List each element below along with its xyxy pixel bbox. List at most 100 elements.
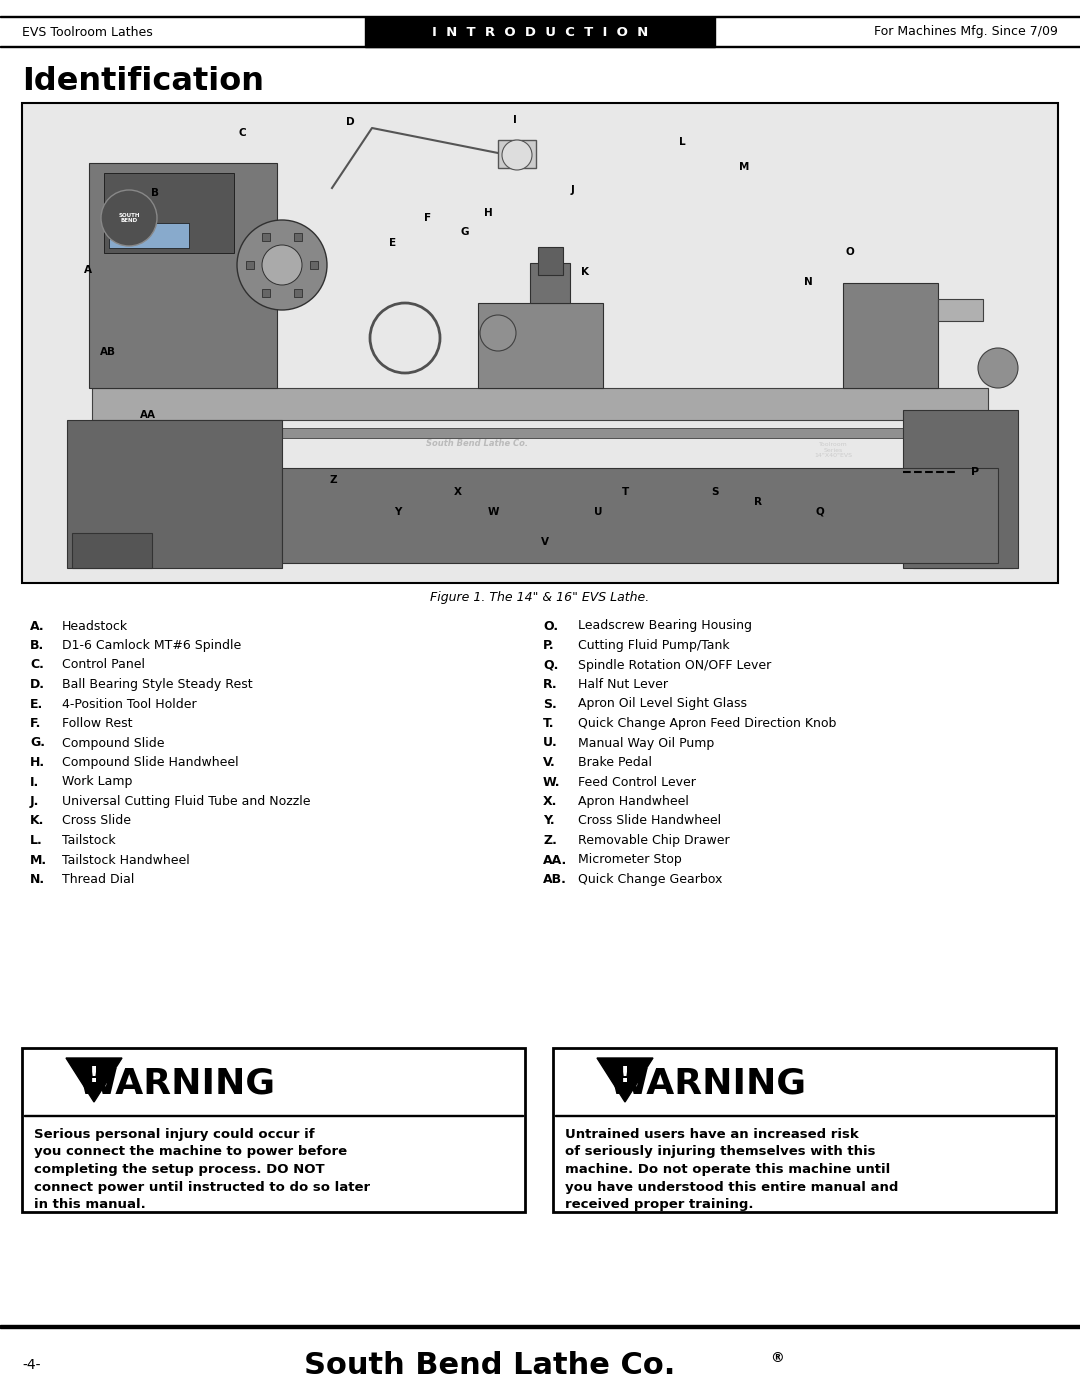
Text: N.: N. (30, 873, 45, 886)
Text: Leadscrew Bearing Housing: Leadscrew Bearing Housing (578, 619, 752, 633)
Bar (294, 289, 302, 296)
Text: Follow Rest: Follow Rest (62, 717, 133, 731)
Text: Apron Oil Level Sight Glass: Apron Oil Level Sight Glass (578, 697, 747, 711)
Text: Toolroom
Series
14"X40"EVS: Toolroom Series 14"X40"EVS (814, 441, 852, 458)
Text: Headstock: Headstock (62, 619, 129, 633)
Text: H: H (484, 208, 492, 218)
Text: V.: V. (543, 756, 556, 768)
Text: L.: L. (30, 834, 43, 847)
Text: Quick Change Gearbox: Quick Change Gearbox (578, 873, 723, 886)
Text: B.: B. (30, 638, 44, 652)
Text: WARNING: WARNING (78, 1066, 276, 1099)
Text: 4-Position Tool Holder: 4-Position Tool Holder (62, 697, 197, 711)
Bar (530, 263, 570, 303)
Polygon shape (597, 1058, 653, 1102)
Text: P.: P. (543, 638, 555, 652)
Text: WARNING: WARNING (609, 1066, 807, 1099)
Text: Z: Z (329, 475, 337, 485)
Text: For Machines Mfg. Since 7/09: For Machines Mfg. Since 7/09 (874, 25, 1058, 39)
Bar (246, 261, 254, 270)
Bar (294, 233, 302, 242)
Text: C.: C. (30, 658, 44, 672)
Text: X: X (454, 488, 462, 497)
Text: T: T (621, 488, 629, 497)
Text: K: K (581, 267, 589, 277)
Text: F.: F. (30, 717, 41, 731)
Circle shape (480, 314, 516, 351)
Text: M.: M. (30, 854, 48, 866)
Bar (939, 299, 983, 321)
Text: I  N  T  R  O  D  U  C  T  I  O  N: I N T R O D U C T I O N (432, 25, 648, 39)
Bar (555, 1115, 1054, 1116)
Text: E: E (390, 237, 396, 249)
Text: M: M (739, 162, 750, 172)
Text: Serious personal injury could occur if
you connect the machine to power before
c: Serious personal injury could occur if y… (33, 1127, 370, 1211)
Text: Q: Q (815, 507, 824, 517)
Bar (89, 163, 276, 388)
Text: AB: AB (100, 346, 116, 358)
Text: Y: Y (394, 507, 402, 517)
Text: E.: E. (30, 697, 43, 711)
Text: Cross Slide Handwheel: Cross Slide Handwheel (578, 814, 721, 827)
Bar (843, 284, 939, 388)
Text: Work Lamp: Work Lamp (62, 775, 133, 788)
Text: EVS Toolroom Lathes: EVS Toolroom Lathes (22, 25, 152, 39)
Text: Cutting Fluid Pump/Tank: Cutting Fluid Pump/Tank (578, 638, 730, 652)
Text: S.: S. (543, 697, 557, 711)
Text: Universal Cutting Fluid Tube and Nozzle: Universal Cutting Fluid Tube and Nozzle (62, 795, 311, 807)
Text: C: C (239, 129, 246, 138)
Text: D: D (346, 117, 354, 127)
Circle shape (978, 348, 1018, 388)
Text: Figure 1. The 14" & 16" EVS Lathe.: Figure 1. The 14" & 16" EVS Lathe. (430, 591, 650, 604)
Circle shape (262, 244, 302, 285)
Text: A.: A. (30, 619, 44, 633)
Text: South Bend Lathe Co.: South Bend Lathe Co. (426, 439, 528, 447)
Text: South Bend Lathe Co.: South Bend Lathe Co. (305, 1351, 676, 1379)
Text: SOUTH
BEND: SOUTH BEND (118, 212, 139, 224)
Bar (104, 173, 234, 253)
Text: U.: U. (543, 736, 557, 750)
Text: ®: ® (770, 1351, 784, 1365)
Text: AA.: AA. (543, 854, 567, 866)
Text: Y.: Y. (543, 814, 555, 827)
Text: N: N (804, 277, 812, 286)
Text: B: B (151, 189, 159, 198)
Bar (365, 17, 715, 47)
Text: H.: H. (30, 756, 45, 768)
Bar (553, 1048, 1056, 1213)
Bar (0, 15, 1080, 17)
Text: R.: R. (543, 678, 557, 692)
Text: Identification: Identification (22, 67, 264, 98)
Text: Cross Slide: Cross Slide (62, 814, 131, 827)
Text: D.: D. (30, 678, 45, 692)
Text: F: F (424, 212, 432, 224)
Bar (0, 46, 1080, 47)
Bar (22, 1048, 525, 1213)
Text: !: ! (620, 1066, 630, 1087)
Bar (67, 420, 282, 569)
Text: Thread Dial: Thread Dial (62, 873, 134, 886)
Text: -4-: -4- (22, 1358, 41, 1372)
Bar (0, 1324, 1080, 1329)
Text: V: V (541, 536, 549, 548)
Text: J: J (570, 184, 573, 196)
Text: W: W (487, 507, 499, 517)
Text: AB.: AB. (543, 873, 567, 886)
Text: J.: J. (30, 795, 39, 807)
Bar (282, 468, 998, 563)
Text: O: O (846, 247, 854, 257)
Bar (498, 140, 536, 168)
Text: Feed Control Lever: Feed Control Lever (578, 775, 696, 788)
Text: !: ! (89, 1066, 99, 1087)
Text: I.: I. (30, 775, 39, 788)
Bar (903, 409, 1018, 569)
Text: Brake Pedal: Brake Pedal (578, 756, 652, 768)
Text: Untrained users have an increased risk
of seriously injuring themselves with thi: Untrained users have an increased risk o… (565, 1127, 899, 1211)
Text: A: A (84, 265, 92, 275)
Text: Apron Handwheel: Apron Handwheel (578, 795, 689, 807)
Bar (109, 224, 189, 249)
Text: Tailstock: Tailstock (62, 834, 116, 847)
Text: U: U (594, 507, 603, 517)
Text: Tailstock Handwheel: Tailstock Handwheel (62, 854, 190, 866)
Text: D1-6 Camlock MT#6 Spindle: D1-6 Camlock MT#6 Spindle (62, 638, 241, 652)
